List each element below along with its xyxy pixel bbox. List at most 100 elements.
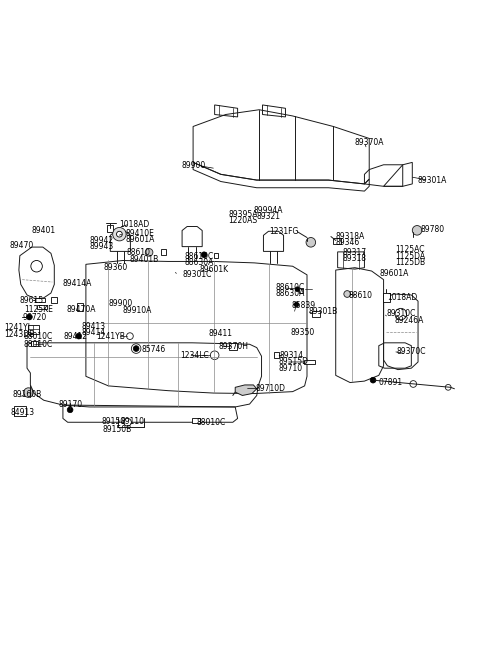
Bar — [274, 352, 279, 358]
Text: 85746: 85746 — [142, 345, 166, 354]
Circle shape — [26, 314, 32, 320]
Text: 89321: 89321 — [256, 212, 280, 221]
Bar — [383, 293, 390, 302]
Text: 84913: 84913 — [10, 408, 35, 417]
Bar — [35, 298, 45, 302]
Text: 88010C: 88010C — [24, 340, 53, 348]
Bar — [300, 288, 303, 293]
Text: 89370H: 89370H — [219, 342, 249, 351]
Polygon shape — [235, 385, 257, 396]
Circle shape — [145, 248, 153, 256]
Bar — [229, 343, 237, 350]
Text: 1241YB: 1241YB — [96, 332, 125, 341]
Text: 1220AS: 1220AS — [228, 215, 258, 225]
Text: 88610C: 88610C — [185, 252, 214, 261]
Circle shape — [370, 377, 376, 383]
Text: 89780: 89780 — [421, 225, 445, 234]
Text: 89360: 89360 — [104, 263, 128, 272]
Circle shape — [127, 333, 133, 339]
Text: 89170: 89170 — [58, 400, 82, 409]
Bar — [214, 253, 218, 258]
Text: 89317: 89317 — [342, 248, 367, 257]
Text: 89900: 89900 — [108, 299, 132, 308]
Text: 89246A: 89246A — [394, 316, 423, 325]
Text: 07891: 07891 — [379, 378, 403, 387]
Text: 89410E: 89410E — [125, 229, 154, 238]
Text: 89515D: 89515D — [279, 358, 309, 366]
Text: 88010C: 88010C — [197, 418, 226, 427]
Text: 89401B: 89401B — [130, 255, 159, 263]
Bar — [192, 419, 200, 423]
Text: 89601A: 89601A — [379, 269, 408, 278]
Text: 89615: 89615 — [20, 295, 44, 305]
Text: 89318A: 89318A — [336, 232, 365, 241]
Text: 89943: 89943 — [89, 242, 113, 251]
Text: 89350: 89350 — [290, 328, 314, 337]
Text: 1018AD: 1018AD — [120, 219, 150, 229]
Circle shape — [76, 333, 82, 339]
Text: 89900: 89900 — [181, 161, 206, 170]
Circle shape — [117, 231, 122, 237]
Bar — [304, 360, 315, 364]
Text: 88610: 88610 — [348, 291, 372, 300]
Text: 1125DB: 1125DB — [395, 258, 425, 267]
Bar — [37, 305, 47, 309]
Text: 1231FG: 1231FG — [269, 227, 299, 236]
Text: 89601A: 89601A — [125, 235, 155, 244]
Text: 85839: 85839 — [292, 301, 316, 310]
Bar — [77, 303, 83, 310]
Text: 1125KE: 1125KE — [24, 305, 53, 314]
Text: 89310C: 89310C — [386, 309, 416, 318]
Text: 89150B: 89150B — [103, 425, 132, 434]
Text: 89160B: 89160B — [12, 390, 42, 399]
Text: 88010C: 88010C — [24, 332, 53, 341]
Bar — [161, 250, 166, 255]
Circle shape — [306, 238, 316, 247]
Text: 1125DA: 1125DA — [395, 252, 425, 261]
Text: 89395A: 89395A — [228, 210, 258, 219]
Circle shape — [210, 351, 219, 360]
Text: 89412: 89412 — [64, 332, 88, 341]
Text: 89994A: 89994A — [253, 206, 283, 215]
Circle shape — [344, 291, 350, 297]
Text: 89301B: 89301B — [309, 307, 338, 316]
Circle shape — [31, 261, 42, 272]
Bar — [108, 225, 113, 232]
Circle shape — [295, 287, 300, 291]
Bar — [51, 297, 57, 303]
Circle shape — [24, 388, 33, 398]
Text: 89413: 89413 — [81, 322, 105, 331]
Text: 96720: 96720 — [22, 314, 47, 322]
Text: 89470A: 89470A — [67, 305, 96, 314]
Text: 89910A: 89910A — [123, 306, 152, 315]
Text: 89314: 89314 — [280, 351, 304, 360]
Text: 89370C: 89370C — [396, 347, 426, 356]
Text: 88610: 88610 — [126, 248, 150, 257]
Circle shape — [113, 227, 126, 241]
Text: 89150: 89150 — [101, 417, 125, 426]
Bar — [312, 310, 320, 318]
Text: 89401: 89401 — [32, 226, 56, 235]
Circle shape — [124, 419, 132, 426]
Text: 89414: 89414 — [81, 328, 105, 337]
Circle shape — [395, 309, 407, 320]
Circle shape — [133, 346, 139, 352]
Text: 89710: 89710 — [279, 364, 303, 373]
Text: 89301A: 89301A — [417, 176, 446, 185]
Text: 89411: 89411 — [208, 329, 232, 338]
Text: 89414A: 89414A — [63, 279, 92, 288]
Bar — [28, 325, 38, 333]
Text: 1243DB: 1243DB — [4, 329, 35, 339]
Text: 1234LC: 1234LC — [180, 351, 209, 360]
Text: 1018AD: 1018AD — [387, 293, 418, 302]
Text: 89346: 89346 — [336, 238, 360, 248]
Text: 88610C: 88610C — [276, 283, 305, 292]
Text: 88630A: 88630A — [276, 290, 305, 299]
Text: 1125AC: 1125AC — [395, 246, 425, 254]
Circle shape — [201, 252, 207, 257]
Circle shape — [67, 407, 73, 413]
Circle shape — [445, 384, 451, 390]
Bar — [333, 238, 341, 244]
Circle shape — [410, 381, 417, 387]
Text: 89710D: 89710D — [255, 384, 285, 393]
